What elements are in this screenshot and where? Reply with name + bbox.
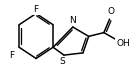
Text: O: O (108, 8, 115, 16)
Text: F: F (34, 5, 39, 14)
Text: N: N (69, 16, 76, 25)
Text: F: F (9, 51, 14, 60)
Text: OH: OH (117, 39, 130, 48)
Text: S: S (59, 57, 65, 66)
